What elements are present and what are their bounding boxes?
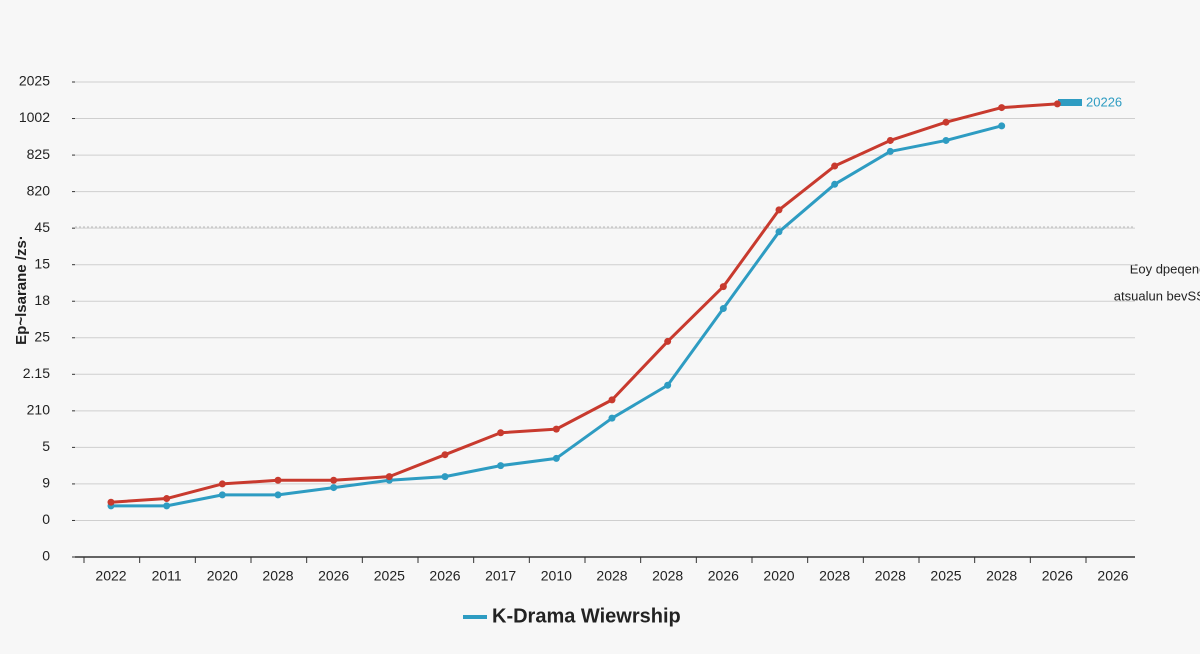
point [942, 136, 950, 144]
y-tick-label: 9 [42, 475, 50, 491]
y-tick-label: 45 [34, 219, 50, 235]
x-tick-label: 2011 [152, 568, 182, 584]
point [218, 491, 226, 499]
x-tick-label: 2020 [207, 568, 238, 584]
x-tick-label: 2028 [986, 568, 1017, 584]
series-line [110, 102, 1058, 504]
y-tick-label: 5 [42, 438, 50, 454]
x-tick-label: 2028 [652, 568, 683, 584]
point [886, 136, 894, 144]
point [552, 454, 560, 462]
y-tick-label: 0 [42, 548, 50, 564]
x-tick-label: 2026 [1097, 568, 1128, 584]
y-axis-label: Ep~lsarane /zs· [13, 235, 30, 345]
right-label: Eoy dpeqend [1130, 261, 1200, 276]
y-tick-label: 820 [27, 182, 51, 198]
point [163, 502, 171, 510]
x-tick-label: 2025 [374, 568, 405, 584]
point [218, 480, 226, 488]
x-tick-label: 2028 [875, 568, 906, 584]
x-tick-label: 2020 [763, 568, 794, 584]
x-tick-label: 2026 [429, 568, 460, 584]
y-tick-label: 825 [27, 146, 51, 162]
x-tick-label: 2026 [1042, 568, 1073, 584]
point [886, 147, 894, 155]
y-tick-label: 0 [42, 511, 50, 527]
x-tick-label: 2022 [95, 568, 126, 584]
legend-label: 20226 [1086, 94, 1122, 109]
y-tick-label: 25 [34, 328, 50, 344]
point [107, 498, 115, 506]
y-tick-label: 2025 [19, 73, 50, 89]
point [664, 381, 672, 389]
x-tick-label: 2028 [262, 568, 293, 584]
x-tick-label: 2025 [930, 568, 961, 584]
point [831, 180, 839, 188]
point [719, 283, 727, 291]
point [775, 206, 783, 214]
point [608, 396, 616, 404]
point [330, 484, 338, 492]
point [385, 473, 393, 481]
point [497, 429, 505, 437]
y-tick-label: 15 [34, 255, 50, 271]
x-tick-label: 2026 [318, 568, 349, 584]
legend-label: K-Drama Wiewrship [492, 605, 681, 627]
point [163, 495, 171, 503]
point [274, 476, 282, 484]
point [552, 425, 560, 433]
point [775, 228, 783, 236]
point [998, 122, 1006, 130]
point [998, 104, 1006, 112]
point [942, 118, 950, 126]
point [274, 491, 282, 499]
x-tick-label: 2028 [596, 568, 627, 584]
point [831, 162, 839, 170]
point [441, 451, 449, 459]
right-label: atsualun bevSSSS [1114, 288, 1200, 303]
point [664, 337, 672, 345]
legend-swatch [1058, 99, 1082, 106]
point [497, 462, 505, 470]
x-tick-label: 2017 [485, 568, 516, 584]
point [1053, 100, 1061, 108]
point [719, 305, 727, 313]
x-tick-label: 2028 [819, 568, 850, 584]
x-tick-label: 2026 [708, 568, 739, 584]
point [330, 476, 338, 484]
y-tick-label: 2.15 [23, 365, 50, 381]
y-tick-label: 18 [34, 292, 50, 308]
point [441, 473, 449, 481]
y-tick-label: 210 [27, 402, 51, 418]
x-tick-label: 2010 [541, 568, 572, 584]
y-tick-label: 1002 [19, 109, 50, 125]
point [608, 414, 616, 422]
